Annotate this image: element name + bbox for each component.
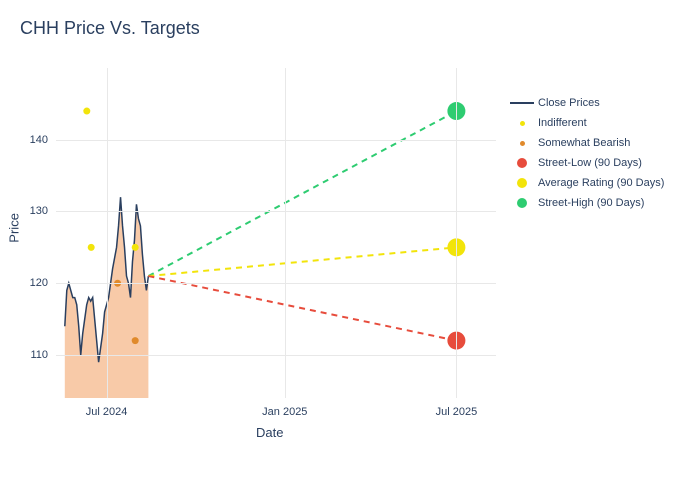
grid-line: [56, 355, 496, 356]
x-tick-label: Jan 2025: [262, 406, 307, 418]
street_low-line[interactable]: [148, 276, 456, 341]
legend-swatch: [510, 121, 534, 126]
legend-swatch: [510, 158, 534, 168]
legend-label: Street-High (90 Days): [538, 197, 644, 209]
legend-label: Somewhat Bearish: [538, 137, 630, 149]
legend-swatch: [510, 198, 534, 208]
legend-item-indifferent[interactable]: Indifferent: [510, 115, 664, 131]
legend-item-street_high[interactable]: Street-High (90 Days): [510, 195, 664, 211]
legend-label: Average Rating (90 Days): [538, 177, 664, 189]
legend-item-street_low[interactable]: Street-Low (90 Days): [510, 155, 664, 171]
grid-line: [56, 211, 496, 212]
grid-line: [456, 68, 457, 398]
x-axis-title: Date: [256, 425, 283, 440]
legend-item-somewhat_bearish[interactable]: Somewhat Bearish: [510, 135, 664, 151]
legend-label: Close Prices: [538, 97, 600, 109]
x-tick-label: Jul 2025: [436, 406, 478, 418]
grid-line: [107, 68, 108, 398]
legend-swatch: [510, 102, 534, 104]
legend-swatch: [510, 178, 534, 188]
grid-line: [285, 68, 286, 398]
y-tick-label: 110: [30, 349, 48, 361]
indifferent-marker[interactable]: [83, 108, 90, 115]
legend-item-average_rating[interactable]: Average Rating (90 Days): [510, 175, 664, 191]
legend-label: Street-Low (90 Days): [538, 157, 642, 169]
average_rating-line[interactable]: [148, 247, 456, 276]
y-axis-title: Price: [7, 213, 22, 243]
indifferent-marker[interactable]: [88, 244, 95, 251]
chart-svg: [56, 68, 496, 398]
chart-title: CHH Price Vs. Targets: [20, 18, 200, 39]
y-tick-label: 130: [30, 205, 48, 217]
x-tick-label: Jul 2024: [86, 406, 128, 418]
legend-swatch: [510, 141, 534, 146]
plot-area[interactable]: 110120130140Jul 2024Jan 2025Jul 2025: [56, 68, 496, 398]
grid-line: [56, 140, 496, 141]
legend[interactable]: Close Prices Indifferent Somewhat Bearish S…: [510, 95, 664, 215]
legend-label: Indifferent: [538, 117, 587, 129]
legend-item-close_prices[interactable]: Close Prices: [510, 95, 664, 111]
indifferent-marker[interactable]: [132, 244, 139, 251]
chart-container: CHH Price Vs. Targets Price Date 1101201…: [0, 0, 700, 500]
somewhat_bearish-marker[interactable]: [132, 337, 139, 344]
y-tick-label: 140: [30, 134, 48, 146]
street_high-line[interactable]: [148, 111, 456, 276]
grid-line: [56, 283, 496, 284]
y-tick-label: 120: [30, 277, 48, 289]
